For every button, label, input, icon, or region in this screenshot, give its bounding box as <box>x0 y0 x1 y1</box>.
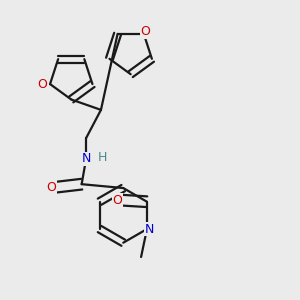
Text: N: N <box>145 223 154 236</box>
Text: H: H <box>98 151 107 164</box>
Text: O: O <box>38 78 47 91</box>
Text: O: O <box>112 194 122 207</box>
Text: O: O <box>140 25 150 38</box>
Text: O: O <box>46 181 56 194</box>
Text: N: N <box>81 152 91 165</box>
